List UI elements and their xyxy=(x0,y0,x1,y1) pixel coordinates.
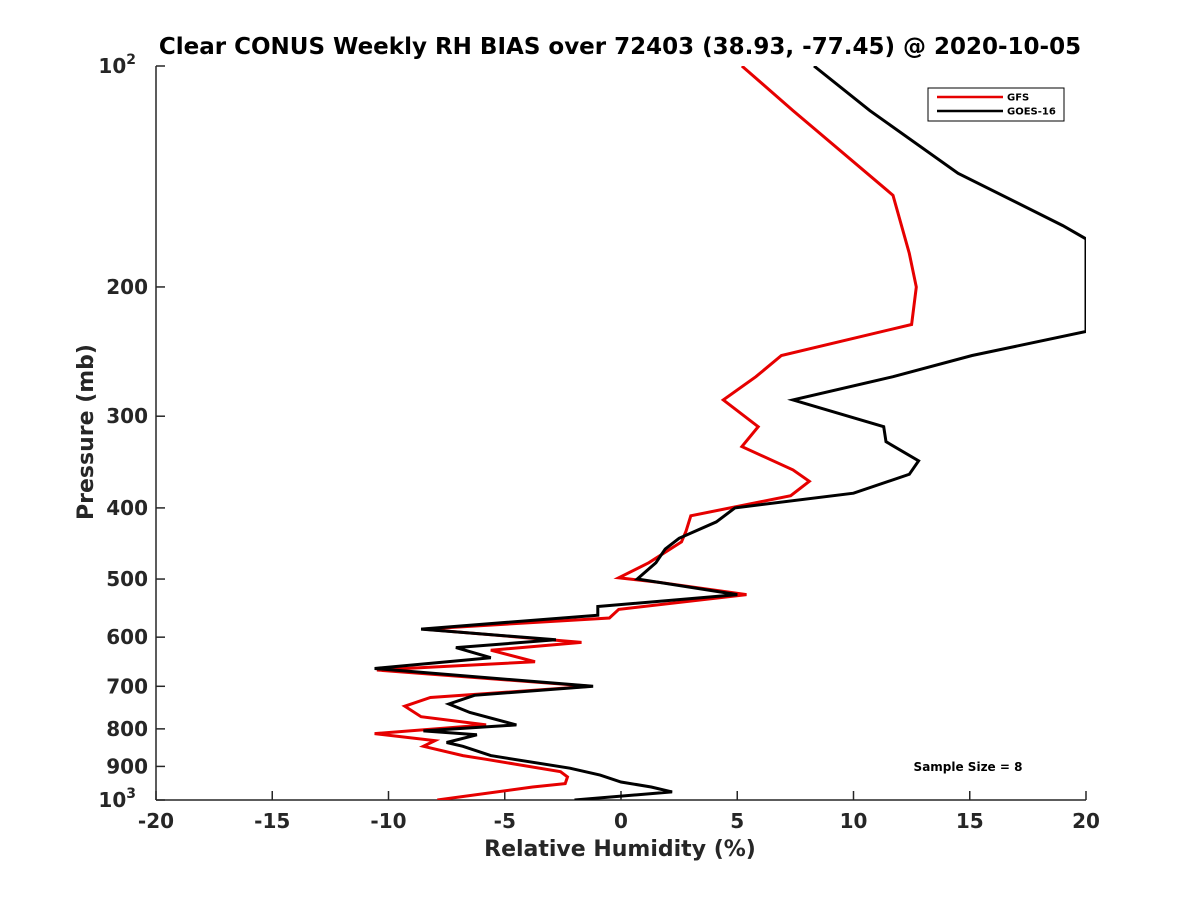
x-tick-label: 15 xyxy=(956,809,984,833)
chart-title: Clear CONUS Weekly RH BIAS over 72403 (3… xyxy=(159,34,1081,60)
legend-box xyxy=(927,87,1065,122)
y-tick-label: 600 xyxy=(106,625,148,649)
y-tick-label: 900 xyxy=(106,754,148,778)
x-tick-label: 0 xyxy=(614,809,628,833)
x-tick-label: 10 xyxy=(840,809,868,833)
y-tick-label: 103 xyxy=(98,786,136,812)
y-tick-label: 800 xyxy=(106,717,148,741)
x-tick-label: -10 xyxy=(370,809,406,833)
x-tick-label: -15 xyxy=(254,809,290,833)
series-group xyxy=(374,66,1086,800)
y-tick-label: 500 xyxy=(106,567,148,591)
y-tick-label: 200 xyxy=(106,275,148,299)
legend-label: GOES-16 xyxy=(1007,107,1056,118)
y-tick-label: 400 xyxy=(106,496,148,520)
x-tick-label: -5 xyxy=(494,809,516,833)
plot-area: -20 -15 -10 -5 0 5 10 15 20 102 200 300 400 500 600 700… xyxy=(98,52,1100,833)
y-tick-label: 300 xyxy=(106,404,148,428)
y-tick-label: 700 xyxy=(106,674,148,698)
y-axis-label: Pressure (mb) xyxy=(74,344,99,520)
legend: GFS GOES-16 xyxy=(927,87,1065,122)
y-tick-label: 102 xyxy=(98,52,136,78)
legend-label: GFS xyxy=(1007,93,1029,104)
x-tick-label: -20 xyxy=(138,809,174,833)
x-axis-label: Relative Humidity (%) xyxy=(484,837,756,862)
x-tick-label: 20 xyxy=(1072,809,1100,833)
series-line-gfs xyxy=(374,66,918,800)
sample-size-annotation: Sample Size = 8 xyxy=(914,760,1023,774)
series-line-goes-16 xyxy=(374,66,1086,800)
x-tick-label: 5 xyxy=(730,809,744,833)
